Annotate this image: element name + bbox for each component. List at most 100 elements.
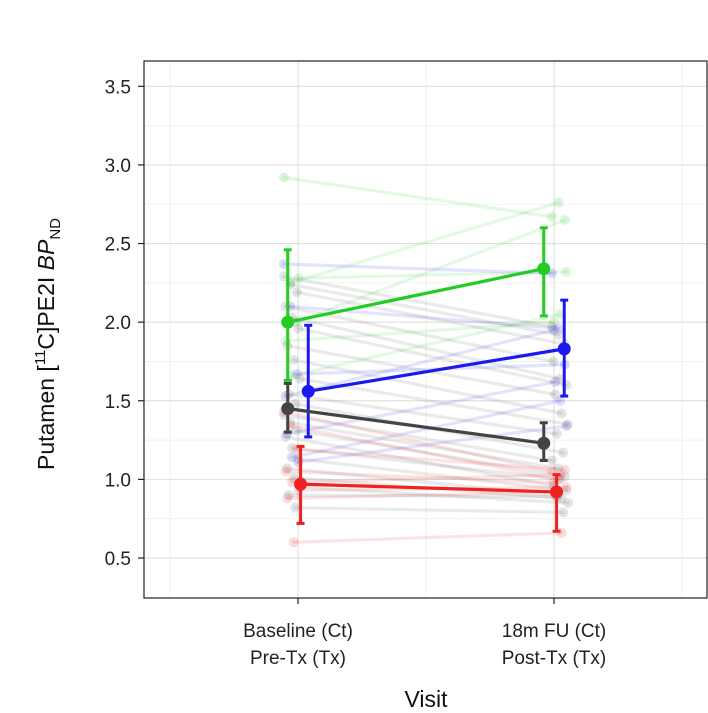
individual-point-2-13-followup <box>559 471 570 482</box>
individual-line-2-5 <box>296 326 569 387</box>
x-tick-label-line2-1: Post-Tx (Tx) <box>502 648 607 669</box>
individual-line-2-3 <box>284 304 556 364</box>
individual-point-2-2-baseline <box>291 287 302 298</box>
individual-point-0-5-baseline <box>293 273 304 284</box>
individual-point-3-3-baseline <box>280 466 291 477</box>
mean-point-3-0 <box>294 477 308 491</box>
individual-line-2-6 <box>285 344 557 397</box>
individual-line-2-4 <box>290 315 562 381</box>
individual-line-2-7 <box>292 358 564 415</box>
plot-frame <box>143 60 708 599</box>
individual-point-0-0-followup <box>547 211 557 222</box>
individual-point-0-0-baseline <box>279 172 289 183</box>
individual-line-3-2 <box>295 447 567 472</box>
individual-line-3-3 <box>284 469 556 485</box>
y-tick-label-1: 1.0 <box>105 470 131 491</box>
individual-line-2-14 <box>284 435 556 488</box>
grid-lines <box>144 61 707 598</box>
individual-point-1-5-followup <box>561 420 572 431</box>
individual-line-1-3 <box>284 328 556 398</box>
individual-point-1-1-followup <box>553 323 564 334</box>
individual-point-2-19-followup <box>563 497 573 508</box>
individual-point-0-5-followup <box>561 266 572 277</box>
individual-point-2-7-followup <box>556 408 567 419</box>
y-title-superscript: 11 <box>32 350 49 366</box>
y-tick-label-2: 1.5 <box>105 392 131 413</box>
individual-point-1-4-followup <box>555 395 565 406</box>
individual-line-0-0 <box>282 175 554 219</box>
individual-line-2-20 <box>287 493 559 499</box>
individual-point-2-13-baseline <box>291 425 302 436</box>
individual-line-2-15 <box>290 446 562 481</box>
mean-point-1-1 <box>557 342 571 356</box>
individual-point-2-20-baseline <box>283 490 294 501</box>
x-tick-label-line1-1: 18m FU (Ct) <box>502 621 607 642</box>
mean-point-2-0 <box>281 402 295 416</box>
individual-line-1-5 <box>296 424 569 464</box>
mean-point-2-1 <box>537 436 551 450</box>
individual-point-0-4-baseline <box>287 370 297 381</box>
individual-point-0-2-followup <box>559 214 570 225</box>
individual-point-2-15-baseline <box>287 442 297 453</box>
y-tick-label-3: 2.0 <box>105 313 131 334</box>
individual-point-2-10-followup <box>558 447 569 458</box>
y-tick-label-0: 0.5 <box>105 549 131 570</box>
individual-point-2-6-followup <box>550 389 561 400</box>
individual-point-2-3-followup <box>548 356 559 367</box>
individual-point-2-0-followup <box>547 321 557 332</box>
individual-point-3-6-baseline <box>282 493 293 504</box>
mean-line-0 <box>287 267 545 324</box>
individual-point-2-8-followup <box>563 419 573 430</box>
y-tick-label-6: 3.5 <box>105 77 131 98</box>
mean-line-2 <box>287 407 544 445</box>
individual-line-2-2 <box>295 290 567 346</box>
individual-line-2-9 <box>287 392 559 436</box>
y-title-subscript: ND <box>47 218 64 240</box>
mean-line-1 <box>307 347 565 393</box>
individual-line-2-11 <box>282 413 554 463</box>
individual-line-2-12 <box>288 421 561 470</box>
individual-point-3-7-followup <box>556 527 567 538</box>
mean-point-0-0 <box>281 315 295 329</box>
individual-point-0-1-followup <box>553 197 564 208</box>
individual-line-2-19 <box>298 485 570 505</box>
individual-point-2-5-baseline <box>293 323 304 334</box>
y-axis-title: Putamen [11C]PE2I BPND <box>32 218 64 470</box>
y-title-italic: BP <box>33 239 59 270</box>
individual-point-2-14-baseline <box>280 431 291 442</box>
x-tick-label-line2-0: Pre-Tx (Tx) <box>250 648 346 669</box>
individual-point-2-16-followup <box>561 485 572 496</box>
individual-line-1-4 <box>290 399 562 459</box>
y-title-middle: C]PE2I <box>33 270 59 349</box>
y-tick-label-4: 2.5 <box>105 235 131 256</box>
individual-point-3-7-baseline <box>288 537 299 548</box>
mean-point-0-1 <box>537 262 551 276</box>
individual-line-2-1 <box>288 282 561 337</box>
individual-line-3-4 <box>290 473 562 485</box>
individual-line-3-6 <box>285 490 557 500</box>
individual-point-2-17-baseline <box>282 463 293 474</box>
individual-point-2-11-followup <box>547 455 557 466</box>
individual-point-0-3-followup <box>548 317 559 328</box>
mean-point-1-0 <box>301 384 315 398</box>
individual-point-2-7-baseline <box>288 354 299 365</box>
individual-point-3-5-followup <box>561 482 572 493</box>
individual-point-0-4-followup <box>555 309 565 320</box>
mean-point-3-1 <box>550 485 564 499</box>
individual-line-3-1 <box>288 424 561 481</box>
individual-line-3-0 <box>282 410 554 474</box>
individual-line-1-1 <box>288 304 561 331</box>
individual-point-2-8-baseline <box>295 373 305 384</box>
individual-point-1-4-baseline <box>287 452 297 463</box>
x-axis-title: Visit <box>404 686 448 712</box>
individual-point-1-2-baseline <box>291 369 302 380</box>
individual-point-2-4-followup <box>555 373 565 384</box>
individual-point-3-2-followup <box>559 464 570 475</box>
individual-line-3-7 <box>292 531 564 544</box>
x-axis-ticks: Baseline (Ct) Pre-Tx (Tx) 18m FU (Ct) Post-… <box>243 598 606 669</box>
individual-line-2-0 <box>282 274 554 329</box>
individual-line-1-2 <box>295 363 567 376</box>
individual-point-2-9-followup <box>551 428 562 439</box>
x-tick-label-line1-0: Baseline (Ct) <box>243 621 353 642</box>
